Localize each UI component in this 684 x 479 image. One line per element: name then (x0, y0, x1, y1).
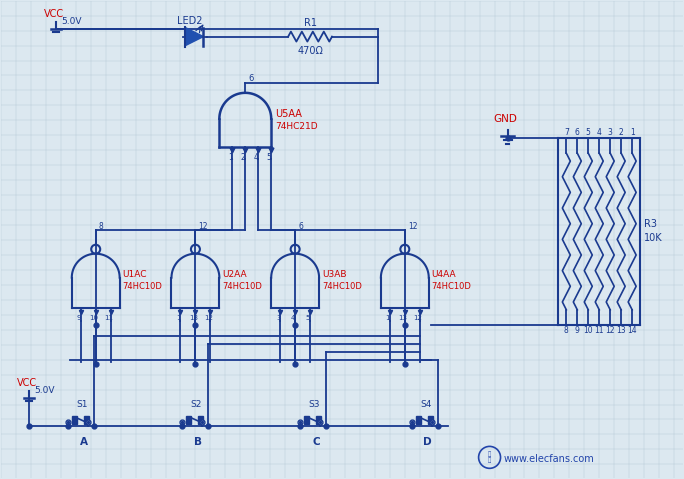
Text: www.elecfans.com: www.elecfans.com (503, 455, 594, 464)
Text: 12: 12 (413, 315, 422, 321)
Text: D: D (423, 437, 432, 447)
Text: B: B (194, 437, 202, 447)
Text: 5.0V: 5.0V (34, 386, 55, 395)
Text: 11: 11 (594, 326, 604, 335)
Text: 6: 6 (575, 128, 580, 137)
Text: 3: 3 (608, 128, 613, 137)
Text: VCC: VCC (44, 9, 64, 19)
Bar (428, 416, 433, 424)
Text: 6: 6 (248, 74, 254, 83)
Text: 3: 3 (276, 315, 280, 321)
Bar (198, 416, 203, 424)
Text: 5: 5 (586, 128, 591, 137)
Text: 8: 8 (564, 326, 568, 335)
Text: 5: 5 (267, 153, 272, 162)
Text: R1: R1 (304, 18, 317, 28)
Text: 74HC10D: 74HC10D (122, 282, 163, 291)
Text: 4: 4 (254, 153, 259, 162)
Bar (316, 416, 321, 424)
Bar (416, 416, 421, 424)
Text: 10: 10 (89, 315, 98, 321)
Text: 4: 4 (291, 315, 295, 321)
Text: U3AB: U3AB (322, 270, 347, 279)
Text: S2: S2 (191, 400, 202, 409)
Text: 5.0V: 5.0V (61, 17, 81, 26)
Text: 5: 5 (306, 315, 311, 321)
Text: 13: 13 (616, 326, 626, 335)
Text: S3: S3 (308, 400, 320, 409)
Text: GND: GND (494, 114, 518, 125)
Polygon shape (185, 28, 203, 46)
Text: 4: 4 (597, 128, 602, 137)
Text: 13: 13 (189, 315, 198, 321)
Text: 7: 7 (564, 128, 569, 137)
Text: U2AA: U2AA (222, 270, 247, 279)
Text: 12: 12 (204, 315, 213, 321)
Text: 12: 12 (408, 222, 417, 231)
Text: 74HC10D: 74HC10D (222, 282, 262, 291)
Bar (83, 416, 89, 424)
Text: 11: 11 (104, 315, 113, 321)
Text: 2: 2 (241, 153, 246, 162)
Text: 10: 10 (583, 326, 593, 335)
Text: 470Ω: 470Ω (297, 46, 323, 56)
Bar (304, 416, 309, 424)
Text: 74HC10D: 74HC10D (432, 282, 471, 291)
Text: 电
子: 电 子 (488, 451, 491, 463)
Text: 9: 9 (77, 315, 81, 321)
Text: U5AA: U5AA (275, 109, 302, 119)
Text: VCC: VCC (17, 377, 37, 388)
Text: U1AC: U1AC (122, 270, 147, 279)
Text: 9: 9 (575, 326, 580, 335)
Text: 12: 12 (198, 222, 208, 231)
Text: 2: 2 (619, 128, 624, 137)
Bar (72, 416, 77, 424)
Text: 1: 1 (386, 315, 390, 321)
Text: 13: 13 (398, 315, 408, 321)
Text: 1: 1 (630, 128, 635, 137)
Text: 1: 1 (176, 315, 181, 321)
Text: 14: 14 (627, 326, 637, 335)
Bar (187, 416, 192, 424)
Text: 74HC10D: 74HC10D (322, 282, 362, 291)
Text: C: C (313, 437, 320, 447)
Text: R3: R3 (644, 218, 657, 228)
Text: U4AA: U4AA (432, 270, 456, 279)
Text: 12: 12 (605, 326, 615, 335)
Text: 10K: 10K (644, 232, 663, 242)
Text: 1: 1 (228, 153, 233, 162)
Text: 8: 8 (98, 222, 103, 231)
Text: LED2: LED2 (177, 16, 203, 26)
Text: 6: 6 (298, 222, 303, 231)
Text: A: A (80, 437, 88, 447)
Text: 74HC21D: 74HC21D (275, 122, 318, 131)
Text: S4: S4 (420, 400, 432, 409)
Text: S1: S1 (76, 400, 88, 409)
